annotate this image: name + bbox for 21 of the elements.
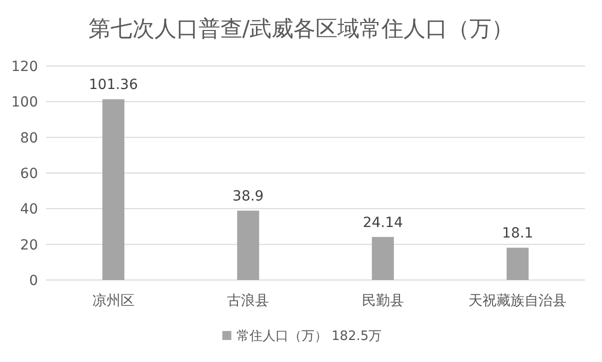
bar [372, 236, 394, 280]
data-label: 18.1 [502, 226, 534, 242]
y-tick-label: 120 [11, 59, 38, 75]
bar [237, 210, 260, 280]
y-tick-label: 0 [29, 273, 38, 289]
data-label: 101.36 [88, 77, 138, 94]
data-label: 24.14 [362, 214, 403, 231]
y-tick-label: 40 [20, 202, 38, 218]
legend-label: 常住人口（万） 182.5万 [236, 329, 382, 344]
y-tick-label: 100 [11, 94, 38, 111]
x-tick-label: 古浪县 [227, 293, 270, 309]
bar [506, 248, 529, 280]
x-tick-label: 民勤县 [362, 293, 404, 309]
x-tick-label: 凉州区 [92, 293, 134, 309]
y-tick-label: 20 [20, 237, 38, 254]
x-tick-label: 天祝藏族自治县 [468, 293, 567, 309]
y-tick-label: 60 [20, 166, 38, 182]
data-label: 38.9 [232, 188, 264, 205]
bar [102, 99, 124, 280]
chart-title: 第七次人口普查/武威各区域常住人口（万） [88, 17, 514, 42]
y-tick-label: 80 [20, 130, 38, 146]
